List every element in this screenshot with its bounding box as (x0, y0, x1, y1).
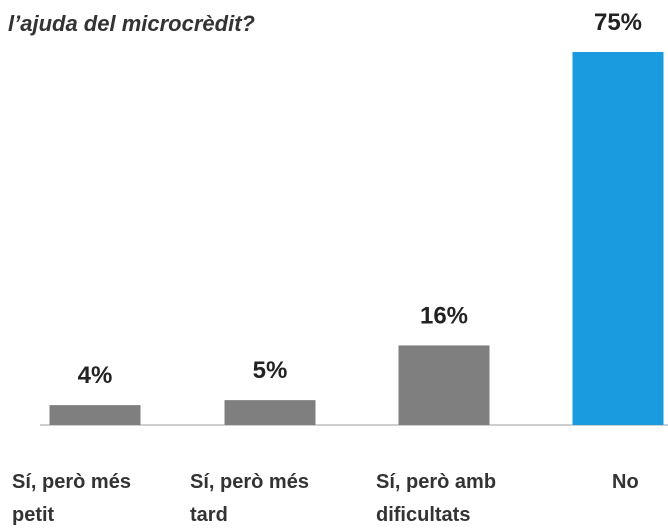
value-label: 75% (594, 9, 642, 36)
value-label: 5% (253, 357, 288, 384)
bar (49, 405, 141, 425)
category-label: No (612, 471, 639, 493)
bar (224, 400, 316, 425)
bar (398, 345, 490, 425)
bar (572, 52, 664, 425)
chart-title: l’ajuda del microcrèdit? (8, 11, 255, 36)
category-label: Sí, però més tard (190, 471, 309, 526)
category-label: Sí, però amb dificultats (376, 471, 497, 526)
value-label: 16% (420, 302, 468, 329)
value-label: 4% (78, 362, 113, 389)
category-label: Sí, però més petit (12, 471, 131, 526)
